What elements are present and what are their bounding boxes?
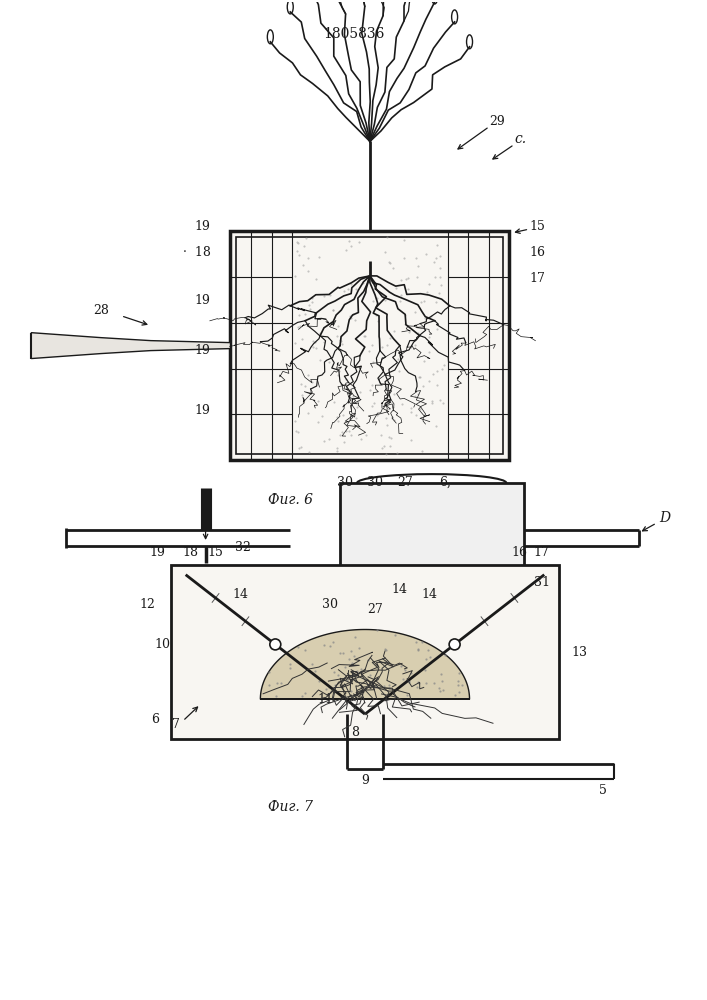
Text: 18: 18 (182, 546, 199, 559)
Text: 16: 16 (530, 246, 545, 259)
Text: 19: 19 (194, 294, 211, 307)
Text: 19: 19 (150, 546, 165, 559)
Text: с.: с. (515, 132, 527, 146)
Text: 16: 16 (511, 546, 527, 559)
Polygon shape (260, 629, 469, 699)
Text: 7: 7 (172, 718, 180, 731)
Bar (176, 566, 238, 578)
Bar (230, 231, 509, 460)
Text: D: D (659, 511, 670, 525)
Text: Фиг. 7: Фиг. 7 (268, 800, 312, 814)
Text: 31: 31 (534, 576, 550, 589)
Text: 30: 30 (322, 598, 338, 611)
Text: 15: 15 (530, 220, 545, 233)
Text: 19: 19 (194, 220, 211, 233)
Polygon shape (31, 333, 230, 359)
Text: 17: 17 (533, 546, 549, 559)
Text: 29: 29 (489, 115, 506, 128)
Text: 10: 10 (155, 638, 170, 651)
Circle shape (270, 639, 281, 650)
Text: 9: 9 (361, 774, 369, 787)
Text: 32: 32 (235, 541, 252, 554)
Text: 27: 27 (397, 476, 413, 489)
Text: 17: 17 (530, 272, 545, 285)
Text: 1805836: 1805836 (323, 27, 385, 41)
Text: 5: 5 (599, 784, 607, 797)
Bar (236, 237, 503, 454)
Text: 14: 14 (233, 588, 248, 601)
Text: 11: 11 (317, 693, 333, 706)
Text: 8: 8 (351, 726, 359, 739)
Text: 14: 14 (392, 583, 408, 596)
Text: Фиг. 6: Фиг. 6 (268, 493, 312, 507)
Text: 6,: 6, (439, 476, 450, 489)
Text: 6: 6 (151, 713, 159, 726)
Text: 27: 27 (367, 603, 382, 616)
Bar (170, 565, 559, 739)
Text: 14: 14 (421, 588, 438, 601)
Circle shape (449, 639, 460, 650)
Text: ·  18: · 18 (182, 246, 211, 259)
Text: 15: 15 (208, 546, 223, 559)
Text: 12: 12 (140, 598, 156, 611)
Text: 19: 19 (194, 404, 211, 417)
Text: 30: 30 (337, 476, 353, 489)
Text: 19: 19 (194, 344, 211, 357)
Bar (340, 483, 525, 593)
Text: 28: 28 (93, 304, 109, 317)
Text: 13: 13 (571, 646, 587, 659)
Text: 30: 30 (367, 476, 383, 489)
